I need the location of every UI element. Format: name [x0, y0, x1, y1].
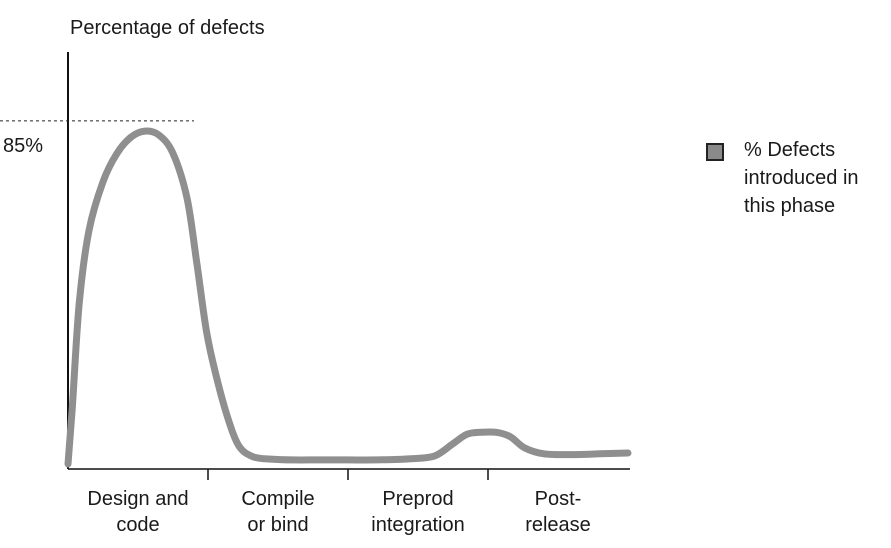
x-tick-label: Compile or bind [241, 488, 314, 536]
legend: % Defects introduced in this phase [706, 136, 891, 220]
reference-label-85: 85% [3, 135, 43, 157]
chart-title: Percentage of defects [70, 17, 265, 39]
legend-label: % Defects introduced in this phase [744, 139, 859, 217]
x-tick-labels: Design and code Compile or bind Preprod integ… [87, 488, 590, 536]
legend-swatch [706, 143, 724, 161]
x-tick-label: Preprod integration [371, 488, 464, 536]
x-tick-label: Post-release [525, 488, 591, 536]
x-ticks [207, 469, 489, 480]
x-tick-label: Design and code [87, 488, 188, 536]
series-line-defects-introduced [64, 127, 632, 468]
